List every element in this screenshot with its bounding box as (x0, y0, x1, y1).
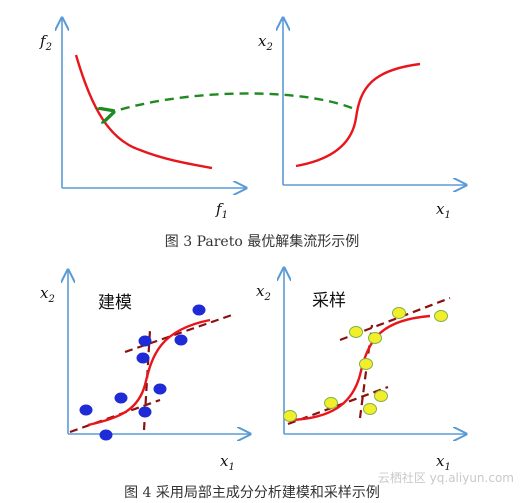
blue-point (79, 404, 93, 416)
blue-point (153, 383, 167, 395)
figure4-right-x-label: x1 (436, 452, 451, 473)
figure3-caption: 图 3 Pareto 最优解集流形示例 (165, 233, 359, 250)
yellow-point (392, 307, 406, 319)
figure3-left-x-label: f1 (215, 200, 228, 221)
local-pca-line-upper (124, 313, 233, 354)
blue-point (136, 352, 150, 364)
figure4-caption: 图 4 采用局部主成分分析建模和采样示例 (124, 485, 380, 501)
yellow-point (434, 310, 448, 322)
figure3-left-panel: f2 f1 (39, 18, 246, 221)
yellow-points (283, 307, 448, 422)
mapping-arrow (112, 92, 353, 112)
figure4-right-panel: x2 x1 采样 (256, 268, 466, 473)
watermark: 云栖社区 yq.aliyun.com (378, 470, 514, 485)
figure3-right-x-label: x1 (436, 200, 451, 221)
model-curve (87, 318, 211, 427)
sample-curve (291, 314, 431, 422)
yellow-point (359, 358, 373, 370)
pareto-set-curve (295, 62, 421, 168)
local-pca-line-lower (69, 398, 161, 434)
figure4-left-y-label: x2 (40, 284, 55, 305)
figure4-right-y-label: x2 (256, 282, 271, 303)
figure3-right-y-label: x2 (258, 32, 273, 53)
yellow-point (368, 332, 382, 344)
blue-point (99, 429, 113, 441)
figure4-right-title: 采样 (312, 291, 346, 311)
blue-point (114, 392, 128, 404)
yellow-point (283, 410, 297, 422)
yellow-point (374, 390, 388, 402)
yellow-point (349, 326, 363, 338)
blue-point (138, 406, 152, 418)
blue-point (138, 335, 152, 347)
figure4-left-x-label: x1 (220, 452, 235, 473)
blue-point (174, 334, 188, 346)
figure3-left-y-label: f2 (39, 32, 52, 53)
figure3-right-panel: x2 x1 (258, 18, 466, 221)
yellow-point (324, 397, 338, 409)
pareto-front-curve (74, 54, 213, 170)
figure4-left-panel: x2 x1 建模 (40, 270, 250, 473)
yellow-point (363, 403, 377, 415)
blue-point (192, 304, 206, 316)
blue-points (79, 304, 206, 441)
figure4-left-title: 建模 (98, 293, 132, 313)
